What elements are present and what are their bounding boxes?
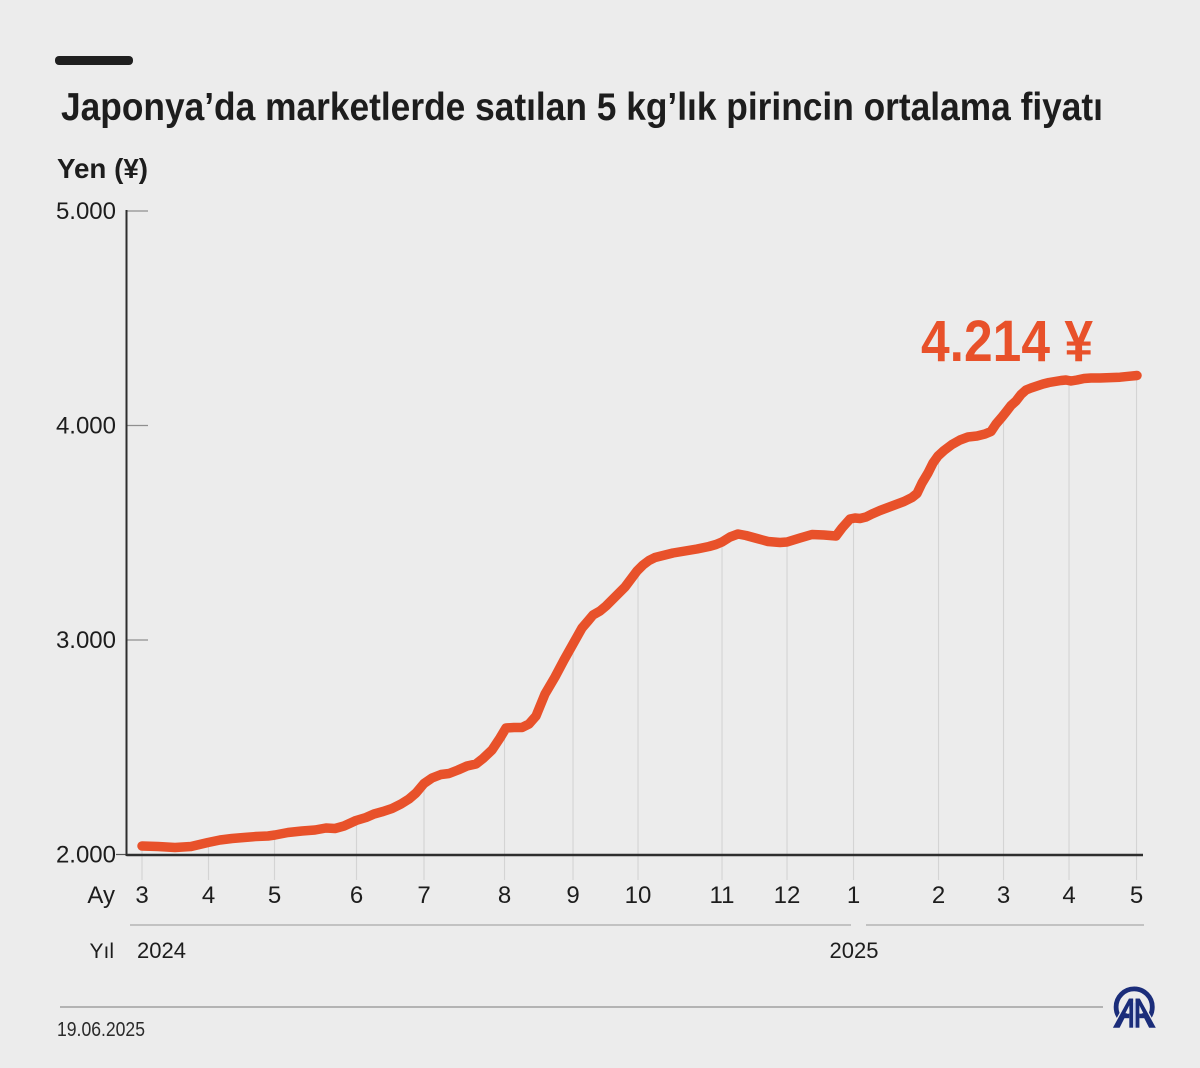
svg-text:4.000: 4.000 <box>56 413 116 440</box>
svg-text:9: 9 <box>566 882 579 909</box>
svg-text:19.06.2025: 19.06.2025 <box>57 1019 145 1041</box>
svg-text:10: 10 <box>625 882 652 909</box>
svg-text:Japonya’da marketlerde satılan: Japonya’da marketlerde satılan 5 kg’lık … <box>61 86 1103 129</box>
svg-text:7: 7 <box>417 882 430 909</box>
svg-text:5.000: 5.000 <box>56 198 116 225</box>
svg-text:11: 11 <box>710 882 735 909</box>
svg-text:4: 4 <box>202 882 215 909</box>
svg-text:Ay: Ay <box>87 882 115 909</box>
svg-text:1: 1 <box>847 882 860 909</box>
svg-text:3.000: 3.000 <box>56 627 116 654</box>
svg-text:5: 5 <box>1130 882 1143 909</box>
svg-text:4.214 ¥: 4.214 ¥ <box>921 309 1093 374</box>
svg-text:2: 2 <box>932 882 945 909</box>
svg-text:Yen (¥): Yen (¥) <box>57 153 148 184</box>
svg-text:2.000: 2.000 <box>56 842 116 869</box>
svg-text:5: 5 <box>268 882 281 909</box>
svg-text:3: 3 <box>135 882 148 909</box>
svg-text:2024: 2024 <box>137 938 186 963</box>
svg-text:4: 4 <box>1062 882 1075 909</box>
svg-text:3: 3 <box>997 882 1010 909</box>
svg-text:Yıl: Yıl <box>89 940 114 963</box>
svg-text:12: 12 <box>774 882 801 909</box>
svg-text:6: 6 <box>350 882 363 909</box>
svg-text:2025: 2025 <box>830 938 879 963</box>
svg-text:8: 8 <box>498 882 511 909</box>
